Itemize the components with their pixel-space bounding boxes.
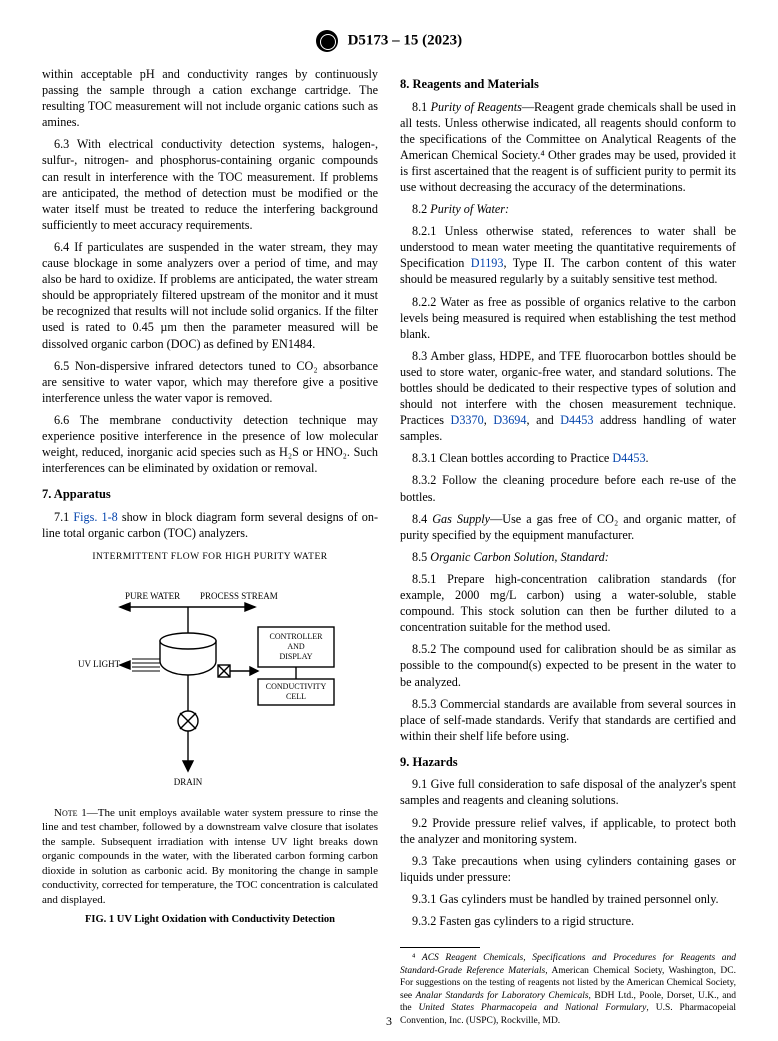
- para-8-5: 8.5 Organic Carbon Solution, Standard:: [400, 549, 736, 565]
- ref-d4453b[interactable]: D4453: [612, 451, 645, 465]
- para-8-3: 8.3 Amber glass, HDPE, and TFE fluorocar…: [400, 348, 736, 445]
- heading-8: 8. Reagents and Materials: [400, 76, 736, 93]
- label-cond-1: CONDUCTIVITY: [266, 682, 327, 691]
- heading-7: 7. Apparatus: [42, 486, 378, 503]
- designation-text: D5173 – 15 (2023): [348, 32, 463, 48]
- para-8-4: 8.4 Gas Supply—Use a gas free of CO₂ and…: [400, 511, 736, 543]
- para-8-3-1: 8.3.1 Clean bottles according to Practic…: [400, 450, 736, 466]
- para-6-5: 6.5 Non-dispersive infrared detectors tu…: [42, 358, 378, 406]
- para-7-1-a: 7.1: [54, 510, 73, 524]
- para-cont: within acceptable pH and conductivity ra…: [42, 66, 378, 130]
- figure-1-caption: FIG. 1 UV Light Oxidation with Conductiv…: [42, 913, 378, 927]
- para-6-6: 6.6 The membrane conductivity detection …: [42, 412, 378, 476]
- label-drain: DRAIN: [174, 777, 203, 787]
- para-8-2-1: 8.2.1 Unless otherwise stated, reference…: [400, 223, 736, 287]
- para-8-3-2: 8.3.2 Follow the cleaning procedure befo…: [400, 472, 736, 504]
- para-6-3: 6.3 With electrical conductivity detecti…: [42, 136, 378, 233]
- label-process-stream: PROCESS STREAM: [200, 591, 278, 601]
- figure-1-title: INTERMITTENT FLOW FOR HIGH PURITY WATER: [42, 551, 378, 564]
- para-8-5-1: 8.5.1 Prepare high-concentration calibra…: [400, 571, 736, 635]
- note-1-text: The unit employs available water system …: [42, 807, 378, 906]
- para-8-2: 8.2 Purity of Water:: [400, 201, 736, 217]
- para-9-2: 9.2 Provide pressure relief valves, if a…: [400, 815, 736, 847]
- footnote-rule: [400, 947, 480, 948]
- page-header: D5173 – 15 (2023): [42, 30, 736, 52]
- figure-1-block: INTERMITTENT FLOW FOR HIGH PURITY WATER …: [42, 551, 378, 927]
- astm-logo-icon: [316, 30, 338, 52]
- ref-d3694[interactable]: D3694: [493, 413, 526, 427]
- label-ctrl-3: DISPLAY: [279, 652, 312, 661]
- ref-d1193[interactable]: D1193: [471, 256, 504, 270]
- page-number: 3: [0, 1014, 778, 1029]
- para-7-1: 7.1 Figs. 1-8 show in block diagram form…: [42, 509, 378, 541]
- figure-1-note: Note 1—The unit employs available water …: [42, 806, 378, 908]
- label-ctrl-1: CONTROLLER: [270, 632, 324, 641]
- body-columns: within acceptable pH and conductivity ra…: [42, 66, 736, 1033]
- para-8-5-2: 8.5.2 The compound used for calibration …: [400, 641, 736, 689]
- para-9-3-2: 9.3.2 Fasten gas cylinders to a rigid st…: [400, 913, 736, 929]
- para-6-4: 6.4 If particulates are suspended in the…: [42, 239, 378, 352]
- para-8-2-2: 8.2.2 Water as free as possible of organ…: [400, 294, 736, 342]
- figure-1-diagram: PURE WATER PROCESS STREAM UV LIGHT: [60, 571, 360, 801]
- para-8-5-3: 8.5.3 Commercial standards are available…: [400, 696, 736, 744]
- ref-d4453[interactable]: D4453: [560, 413, 593, 427]
- heading-9: 9. Hazards: [400, 754, 736, 771]
- para-9-3: 9.3 Take precautions when using cylinder…: [400, 853, 736, 885]
- figref-1-8[interactable]: Figs. 1-8: [73, 510, 117, 524]
- ref-d3370[interactable]: D3370: [451, 413, 484, 427]
- label-uv: UV LIGHT: [78, 659, 121, 669]
- para-8-1: 8.1 Purity of Reagents—Reagent grade che…: [400, 99, 736, 196]
- label-ctrl-2: AND: [287, 642, 305, 651]
- label-pure-water: PURE WATER: [125, 591, 180, 601]
- para-9-3-1: 9.3.1 Gas cylinders must be handled by t…: [400, 891, 736, 907]
- para-9-1: 9.1 Give full consideration to safe disp…: [400, 776, 736, 808]
- label-cond-2: CELL: [286, 692, 306, 701]
